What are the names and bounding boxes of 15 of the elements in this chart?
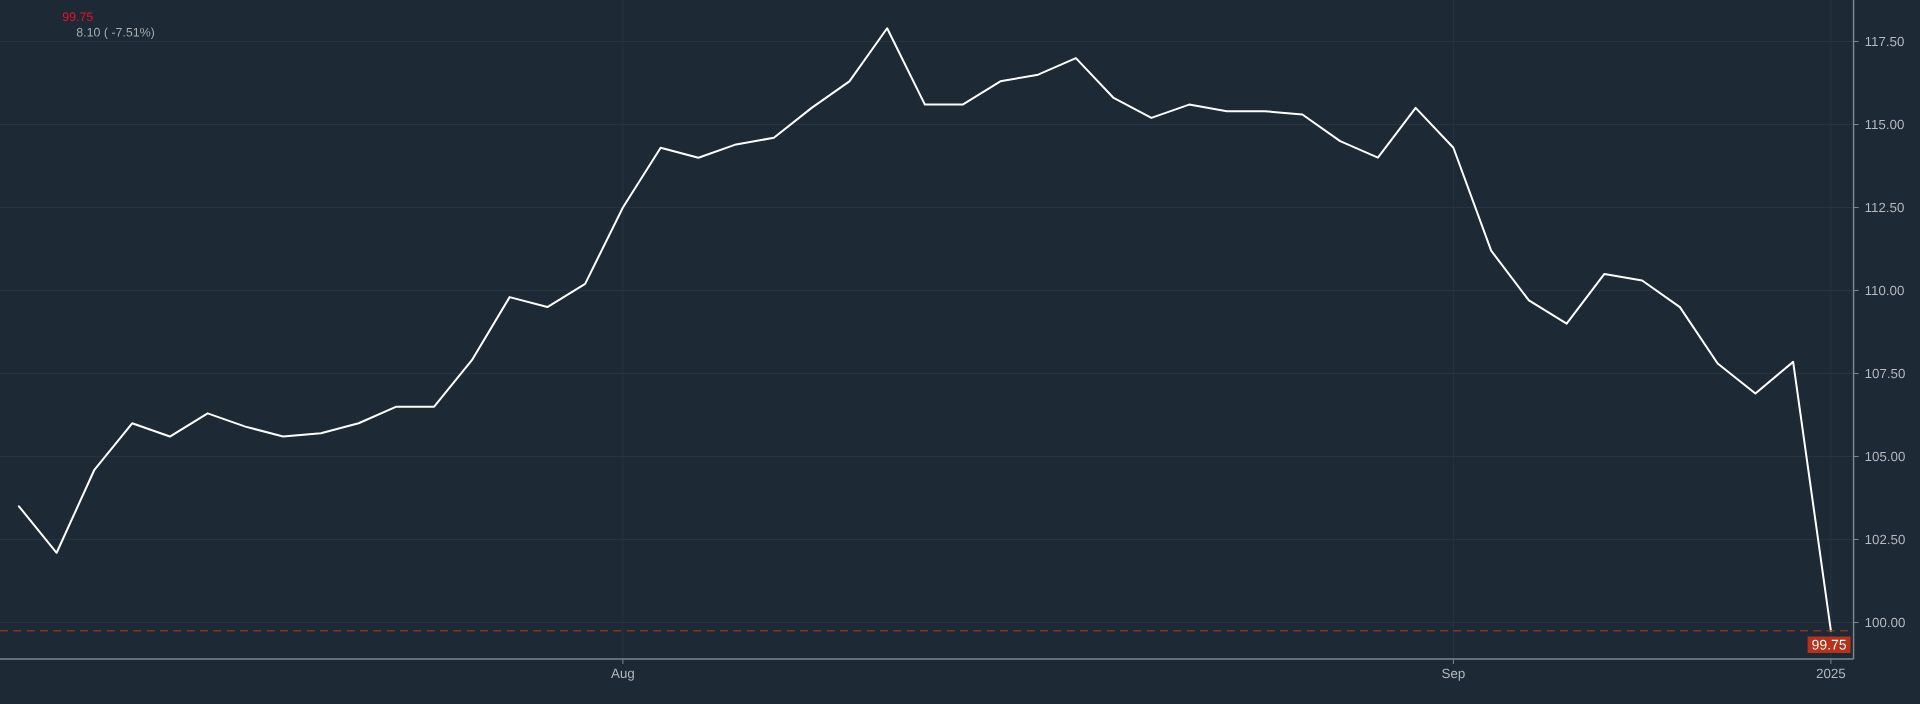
y-tick-label: 105.00	[1865, 451, 1905, 462]
y-tick-label: 117.50	[1865, 36, 1904, 47]
y-tick-label: 112.50	[1865, 202, 1904, 213]
ref-line-label: 99.75	[1812, 639, 1847, 650]
y-tick-label: 110.00	[1865, 285, 1904, 296]
line-series	[17, 27, 1832, 632]
y-tick-label: 107.50	[1865, 368, 1905, 379]
y-tick-label: 100.00	[1865, 617, 1905, 628]
x-tick-label: Aug	[611, 668, 634, 681]
annotation: 8.10 ( -7.51%)	[76, 27, 155, 40]
y-tick-label: 102.50	[1865, 534, 1905, 545]
y-tick-label: 115.00	[1865, 119, 1904, 130]
x-tick-label: Sep	[1442, 668, 1465, 681]
x-tick-label: 2025	[1816, 668, 1846, 679]
annotation: 99.75	[62, 12, 93, 22]
